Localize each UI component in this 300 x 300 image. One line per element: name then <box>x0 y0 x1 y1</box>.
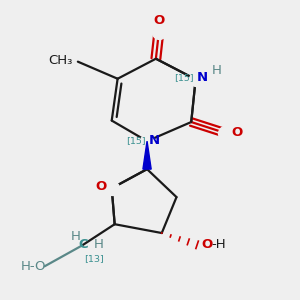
Text: [15]: [15] <box>126 136 146 145</box>
Text: [15]: [15] <box>175 74 194 82</box>
Text: N: N <box>148 134 160 147</box>
Polygon shape <box>143 141 151 169</box>
Text: O: O <box>95 180 106 193</box>
Text: H-O: H-O <box>21 260 46 273</box>
Text: C: C <box>78 238 88 251</box>
Text: O: O <box>153 14 164 27</box>
Text: O: O <box>232 126 243 140</box>
Text: -H: -H <box>211 238 226 251</box>
Text: N: N <box>197 71 208 84</box>
Text: CH₃: CH₃ <box>48 54 73 67</box>
Text: [13]: [13] <box>84 254 104 263</box>
Text: H: H <box>94 238 103 251</box>
Text: O: O <box>202 238 213 251</box>
Text: H: H <box>70 230 80 243</box>
Text: H: H <box>212 64 222 77</box>
